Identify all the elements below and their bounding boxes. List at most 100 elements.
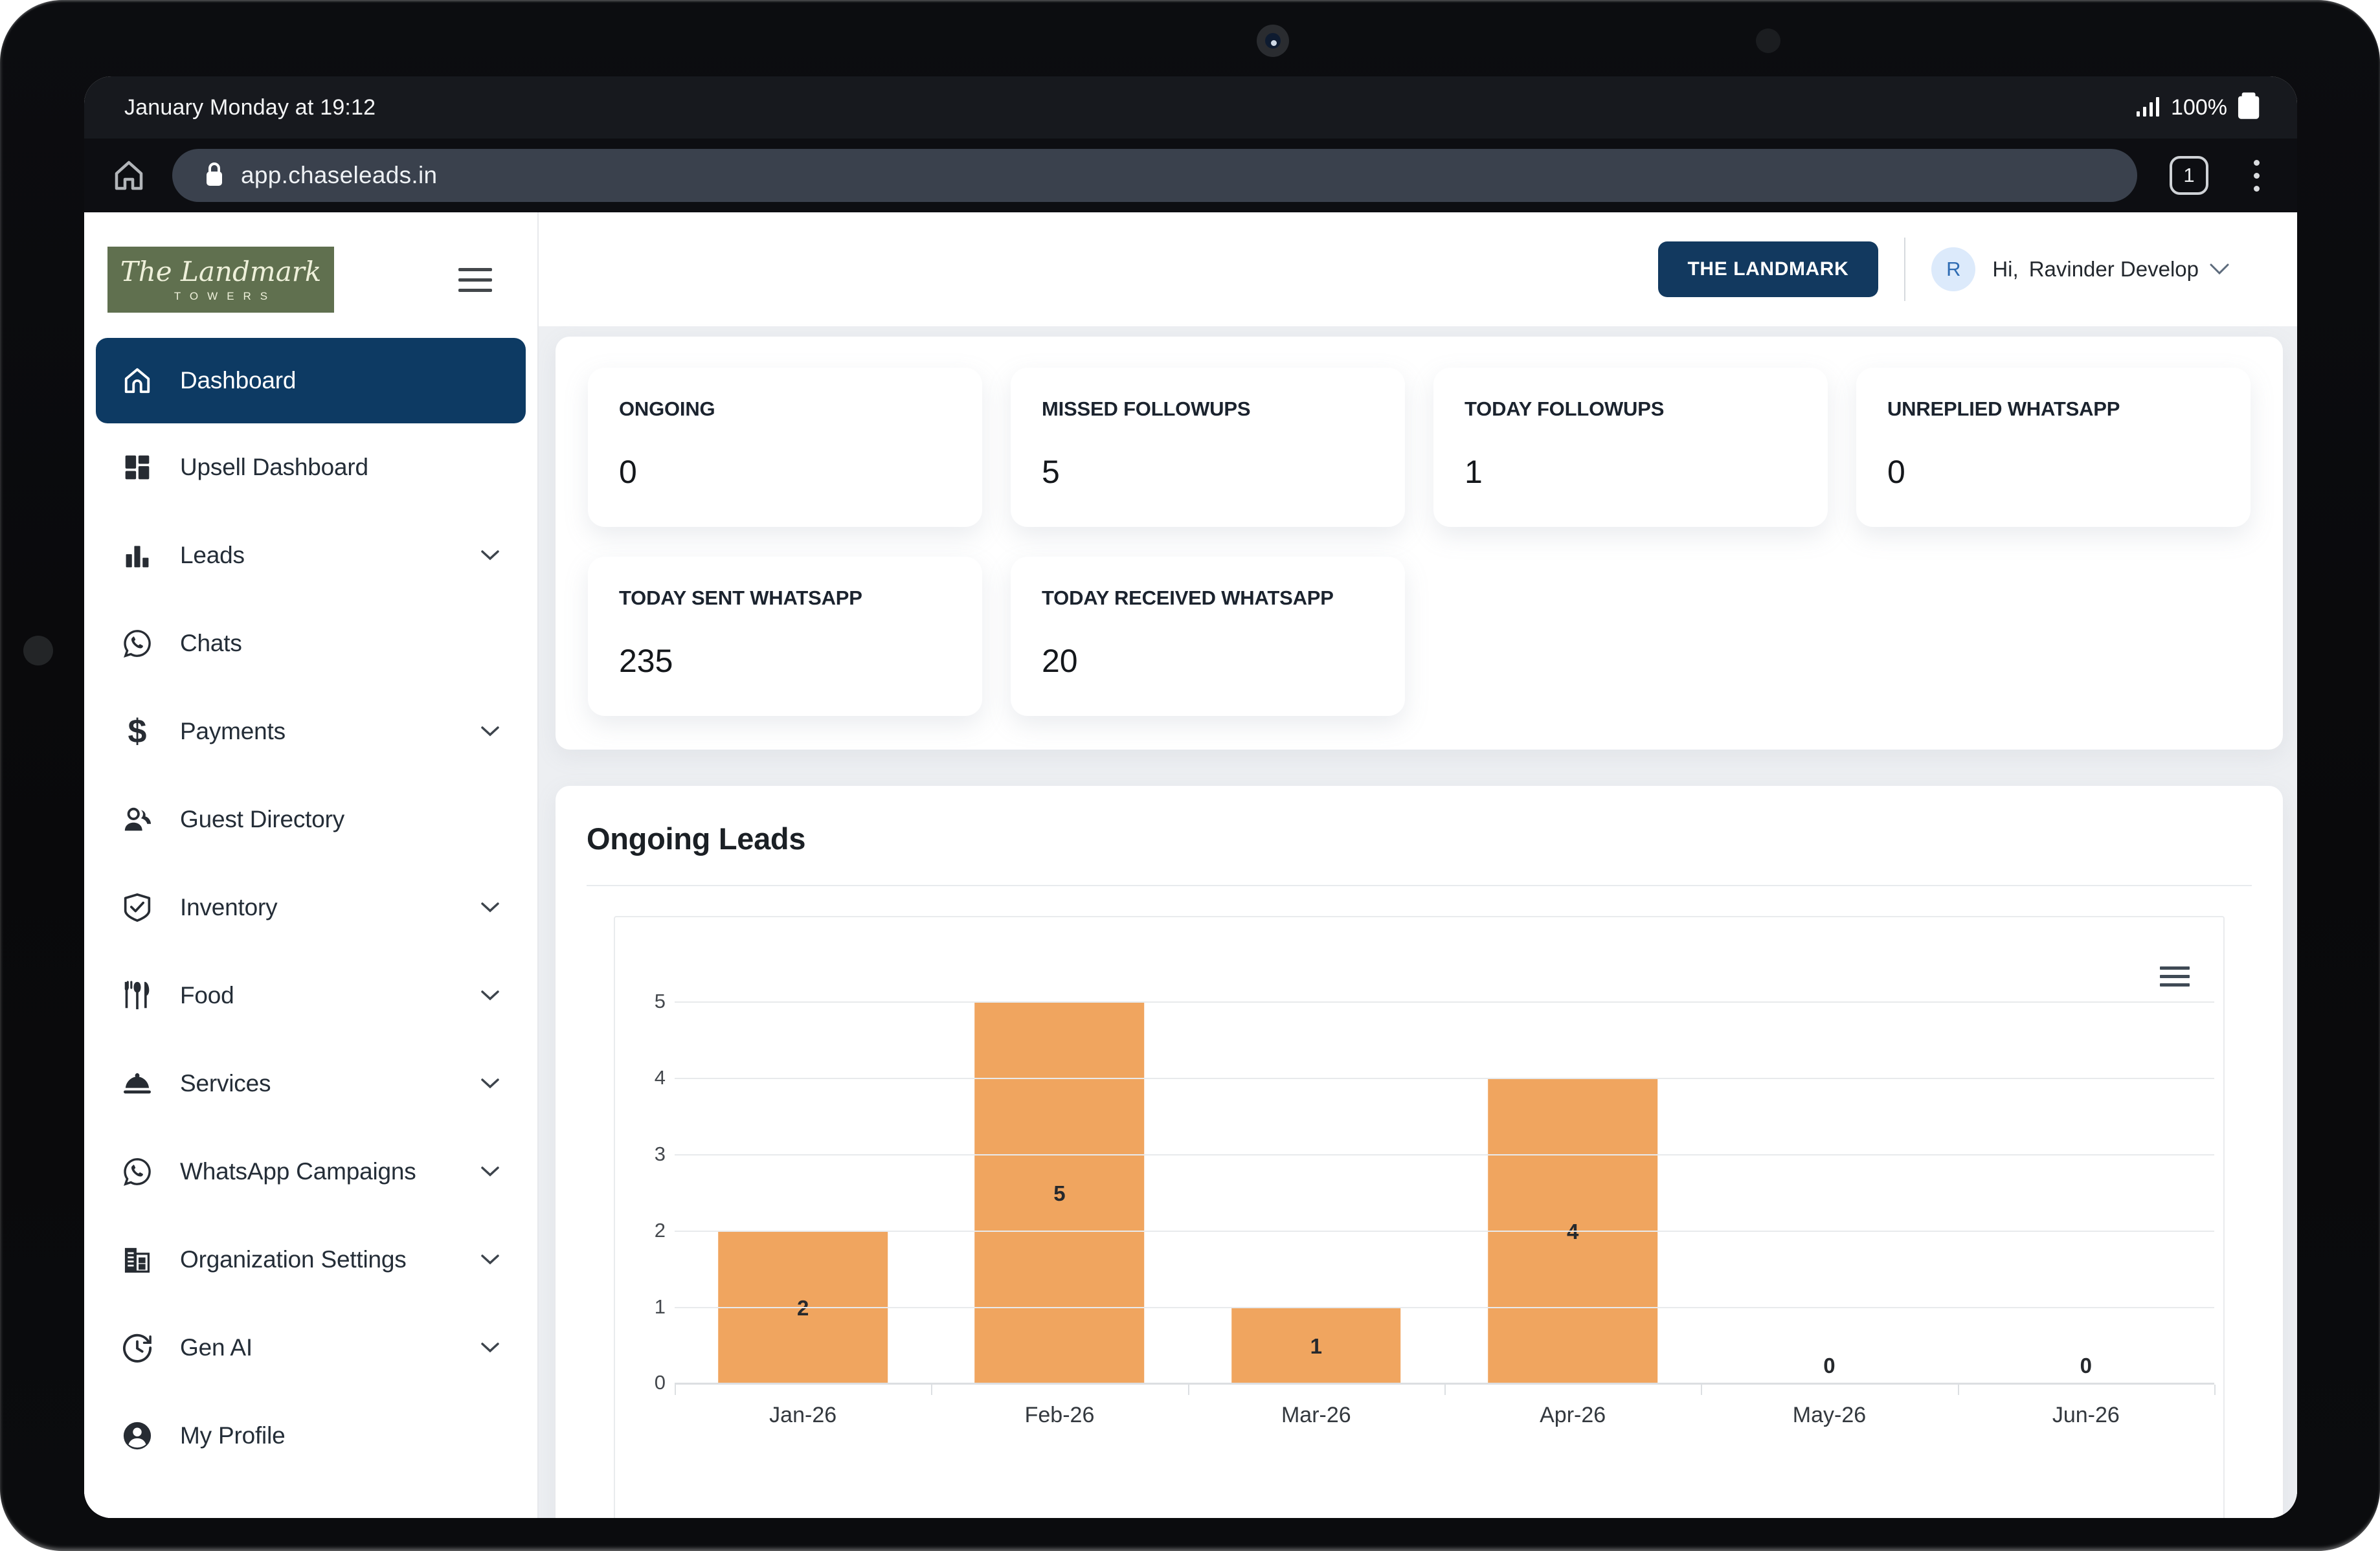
status-time: January Monday at 19:12 — [124, 95, 376, 120]
hotel-logo[interactable]: The Landmark TOWERS — [107, 247, 334, 313]
bar-chart-icon — [120, 539, 154, 572]
home-button[interactable] — [107, 154, 150, 197]
sidebar-item-payments[interactable]: $ Payments — [84, 687, 537, 776]
chart-gridline: 1 — [655, 1295, 2214, 1318]
tab-count: 1 — [2183, 164, 2195, 186]
lock-icon — [205, 161, 224, 190]
sidebar-item-my-profile[interactable]: My Profile — [84, 1392, 537, 1480]
sidebar-item-label: Payments — [180, 718, 286, 744]
stat-label: TODAY FOLLOWUPS — [1465, 397, 1665, 420]
x-axis-category-label: Apr-26 — [1540, 1403, 1606, 1427]
chart-column: 0 — [1701, 1003, 1957, 1385]
stat-card-today-followups: TODAY FOLLOWUPS 1 — [1433, 368, 1828, 527]
tab-switcher-button[interactable]: 1 — [2170, 156, 2208, 195]
avatar[interactable]: R — [1931, 247, 1976, 291]
sidebar-collapse-button[interactable] — [453, 263, 497, 297]
x-axis-category-label: Jan-26 — [769, 1403, 837, 1427]
battery-percent: 100% — [2171, 95, 2227, 120]
sidebar-nav: Dashboard Upsell Dashboard — [84, 335, 537, 1518]
sidebar-item-food[interactable]: Food — [84, 952, 537, 1040]
stat-value: 235 — [619, 643, 673, 679]
x-axis-tick — [1187, 1385, 1189, 1395]
sidebar-item-label: Guest Directory — [180, 806, 345, 832]
x-axis-category-label: Jun-26 — [2052, 1403, 2120, 1427]
sidebar-item-label: Gen AI — [180, 1334, 253, 1361]
stat-card-today-sent-whatsapp: TODAY SENT WHATSAPP 235 — [588, 557, 982, 716]
chart-plot: 2 5 1 4 0 0 Jan-26 Feb-26 Mar-26 Apr-26 May-26 Jun… — [655, 990, 2216, 1427]
chevron-down-icon — [480, 550, 500, 561]
chevron-down-icon — [480, 1078, 500, 1089]
x-axis-tick — [2214, 1385, 2216, 1395]
battery-icon — [2238, 91, 2261, 124]
whatsapp-icon — [120, 1155, 154, 1188]
bar-value-label: 4 — [1567, 1220, 1578, 1244]
sidebar-item-guest-directory[interactable]: Guest Directory — [84, 776, 537, 864]
user-name[interactable]: Ravinder Develop — [2028, 257, 2199, 281]
sidebar-item-gen-ai[interactable]: Gen AI — [84, 1304, 537, 1392]
device-screen: January Monday at 19:12 100% — [84, 76, 2297, 1518]
stat-value: 20 — [1042, 643, 1078, 679]
stat-label: ONGOING — [619, 397, 715, 420]
chart-gridline: 4 — [655, 1066, 2214, 1089]
sidebar-item-inventory[interactable]: Inventory — [84, 864, 537, 952]
stat-label: UNREPLIED WHATSAPP — [1887, 397, 2120, 420]
sidebar-item-services[interactable]: Services — [84, 1040, 537, 1128]
building-icon — [120, 1243, 154, 1277]
home-icon — [120, 364, 154, 397]
sidebar-item-upsell-dashboard[interactable]: Upsell Dashboard — [84, 423, 537, 511]
sidebar-item-whatsapp-campaigns[interactable]: WhatsApp Campaigns — [84, 1128, 537, 1216]
user-menu-chevron-icon[interactable] — [2209, 263, 2230, 276]
page-header: THE LANDMARK R Hi, Ravinder Develop — [539, 212, 2297, 326]
logo-line2: TOWERS — [174, 289, 277, 302]
sidebar-item-label: My Profile — [180, 1422, 286, 1449]
light-sensor-icon — [1756, 28, 1780, 53]
y-axis-tick-label: 2 — [654, 1219, 666, 1242]
status-bar: January Monday at 19:12 100% — [84, 76, 2297, 139]
sidebar-item-label: Food — [180, 982, 234, 1009]
x-axis-category-label: Mar-26 — [1281, 1403, 1351, 1427]
sidebar-item-organization-settings[interactable]: Organization Settings — [84, 1216, 537, 1304]
org-button[interactable]: THE LANDMARK — [1657, 241, 1879, 297]
bar-value-label: 0 — [1823, 1354, 1836, 1378]
y-axis-tick-label: 3 — [654, 1143, 666, 1165]
shield-check-icon — [120, 891, 154, 924]
url-bar[interactable]: app.chaseleads.in — [172, 149, 2137, 202]
y-axis-tick-label: 0 — [654, 1371, 666, 1394]
chevron-down-icon — [480, 990, 500, 1001]
sidebar-item-label: Services — [180, 1070, 271, 1097]
stat-card-missed-followups: MISSED FOLLOWUPS 5 — [1011, 368, 1405, 527]
sidebar-item-label: Organization Settings — [180, 1246, 407, 1273]
main-area: THE LANDMARK R Hi, Ravinder Develop ONGO… — [539, 212, 2297, 1518]
sidebar-item-dashboard[interactable]: Dashboard — [96, 338, 526, 423]
chart-column: 2 — [675, 1003, 931, 1385]
sidebar-item-leads[interactable]: Leads — [84, 511, 537, 599]
browser-menu-button[interactable] — [2250, 156, 2263, 195]
chevron-down-icon — [480, 1166, 500, 1177]
chart-gridline: 5 — [655, 990, 2214, 1012]
chart-columns: 2 5 1 4 0 0 — [675, 1003, 2214, 1385]
sidebar-item-label: Dashboard — [180, 367, 297, 394]
x-axis-category-label: May-26 — [1792, 1403, 1867, 1427]
utensils-icon — [120, 979, 154, 1012]
cloche-icon — [120, 1067, 154, 1100]
chart-column: 4 — [1444, 1003, 1701, 1385]
dashboard-grid-icon — [120, 451, 154, 484]
y-axis-tick-label: 4 — [654, 1066, 666, 1089]
chart-xlabels: Jan-26 Feb-26 Mar-26 Apr-26 May-26 Jun-26 — [675, 1403, 2214, 1428]
y-axis-tick-label: 5 — [654, 990, 666, 1012]
url-text: app.chaseleads.in — [241, 162, 438, 188]
sidebar-item-chats[interactable]: Chats — [84, 599, 537, 687]
logo-line1: The Landmark — [120, 255, 322, 287]
front-camera-icon — [1257, 25, 1289, 57]
ongoing-leads-panel: Ongoing Leads 2 5 1 4 0 0 Jan-26 Feb-26 Mar-26 A… — [556, 786, 2283, 1518]
sidebar: The Landmark TOWERS Dashboard — [84, 212, 539, 1518]
chart-bar: 1 — [1231, 1308, 1401, 1385]
bar-value-label: 2 — [797, 1296, 809, 1321]
clock-refresh-icon — [120, 1331, 154, 1365]
x-axis-tick — [1701, 1385, 1703, 1395]
sidebar-item-label: Inventory — [180, 894, 278, 921]
chart-menu-icon[interactable] — [2156, 963, 2194, 990]
dashboard-content: ONGOING 0 MISSED FOLLOWUPS 5 TODAY FOLLO… — [539, 326, 2297, 1518]
